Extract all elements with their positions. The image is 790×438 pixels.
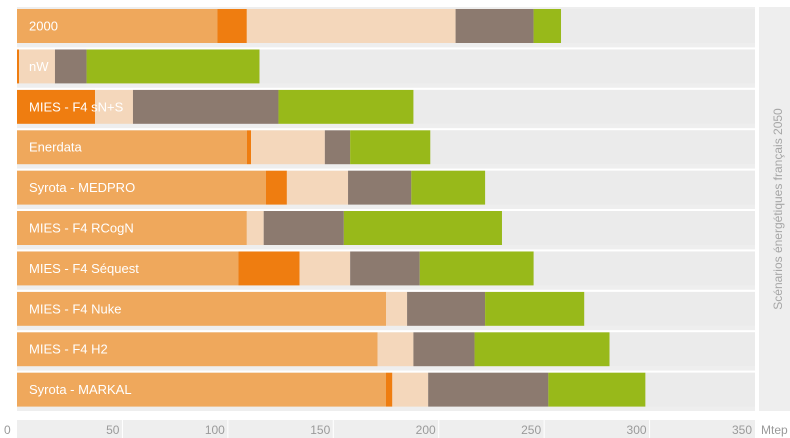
bar-segment-2 bbox=[246, 130, 252, 165]
bar-row: Syrota - MARKAL bbox=[17, 372, 755, 407]
bar-segment-2 bbox=[217, 9, 247, 43]
bar-segment-3 bbox=[377, 332, 414, 367]
bar-segment-2 bbox=[386, 372, 393, 407]
x-tick-label: 100 bbox=[205, 423, 225, 437]
bar-segment-1 bbox=[17, 291, 386, 326]
category-label: MIES - F4 Nuke bbox=[29, 301, 121, 316]
bar-segment-5 bbox=[86, 49, 260, 84]
bar-segment-2 bbox=[17, 49, 20, 84]
category-label: 2000 bbox=[29, 19, 58, 34]
category-label: MIES - F4 Séquest bbox=[29, 261, 139, 276]
bar-segment-4 bbox=[263, 211, 344, 245]
row-divider bbox=[17, 87, 755, 90]
bar-segment-3 bbox=[286, 170, 349, 205]
tick-mark bbox=[227, 420, 229, 438]
category-label: MIES - F4 sN+S bbox=[29, 99, 124, 114]
tick-mark bbox=[543, 420, 545, 438]
bar-segment-4 bbox=[54, 49, 87, 84]
bar-segment-1 bbox=[17, 130, 247, 165]
x-tick-label: 50 bbox=[106, 423, 120, 437]
bar-segment-2 bbox=[17, 89, 96, 124]
bar-segment-1 bbox=[17, 170, 266, 205]
bar-segment-3 bbox=[386, 291, 408, 326]
bar-segment-1 bbox=[17, 211, 247, 245]
row-divider bbox=[17, 209, 755, 211]
bar-segment-1 bbox=[17, 372, 386, 407]
bar-segment-4 bbox=[324, 130, 351, 165]
side-label-panel bbox=[759, 7, 790, 411]
bar-segment-5 bbox=[485, 291, 585, 326]
bar-segment-3 bbox=[299, 251, 351, 286]
scenario-group-label: Scénarios énergétiques français 2050 bbox=[771, 108, 785, 310]
category-label: nW bbox=[29, 59, 49, 74]
bar-row: MIES - F4 Nuke bbox=[17, 291, 755, 326]
bar-row: MIES - F4 sN+S bbox=[17, 89, 755, 124]
row-divider bbox=[17, 168, 755, 171]
bar-segment-5 bbox=[533, 9, 562, 43]
bar-segment-4 bbox=[132, 89, 279, 124]
bar-row: MIES - F4 H2 bbox=[17, 332, 755, 367]
bar-segment-5 bbox=[411, 170, 486, 205]
bar-segment-4 bbox=[428, 372, 549, 407]
bar-segment-4 bbox=[350, 251, 420, 286]
x-tick-label: 300 bbox=[627, 423, 647, 437]
x-axis-label: Mtep bbox=[761, 423, 788, 437]
bar-rows: 2000 nW MIES - F4 sN+S Enerdata Syrota - MED… bbox=[17, 9, 755, 407]
bar-segment-5 bbox=[419, 251, 534, 286]
bar-segment-3 bbox=[246, 211, 264, 245]
bar-segment-1 bbox=[17, 9, 218, 43]
category-label: Syrota - MARKAL bbox=[29, 382, 132, 397]
bar-row: MIES - F4 RCogN bbox=[17, 211, 755, 245]
tick-mark bbox=[649, 420, 651, 438]
tick-mark bbox=[121, 420, 123, 438]
bar-segment-4 bbox=[348, 170, 412, 205]
category-label: Enerdata bbox=[29, 140, 83, 155]
bar-segment-1 bbox=[17, 251, 239, 286]
bar-segment-5 bbox=[278, 89, 414, 124]
bar-segment-3 bbox=[19, 49, 55, 84]
tick-mark bbox=[438, 420, 440, 438]
bar-segment-3 bbox=[95, 89, 133, 124]
bar-row: nW bbox=[17, 49, 755, 84]
row-divider bbox=[17, 249, 755, 252]
row-divider bbox=[17, 289, 755, 292]
bar-row: MIES - F4 Séquest bbox=[17, 251, 755, 286]
bar-segment-4 bbox=[413, 332, 475, 367]
x-axis-band bbox=[17, 420, 755, 438]
bar-segment-4 bbox=[407, 291, 486, 326]
x-axis: 0 50 100 150 200 250 300 350 bbox=[4, 420, 755, 438]
bar-row: 2000 bbox=[17, 9, 755, 43]
bar-segment-5 bbox=[343, 211, 502, 245]
x-tick-label: 250 bbox=[521, 423, 541, 437]
x-tick-label: 200 bbox=[416, 423, 436, 437]
category-label: Syrota - MEDPRO bbox=[29, 180, 135, 195]
bar-row: Enerdata bbox=[17, 130, 755, 165]
bar-segment-1 bbox=[17, 332, 378, 367]
bar-segment-3 bbox=[246, 9, 456, 43]
category-label: MIES - F4 H2 bbox=[29, 342, 108, 357]
bar-segment-5 bbox=[548, 372, 646, 407]
x-tick-label: 150 bbox=[310, 423, 330, 437]
bar-segment-5 bbox=[474, 332, 610, 367]
bar-segment-3 bbox=[251, 130, 325, 165]
x-tick-label: 350 bbox=[732, 423, 752, 437]
row-divider bbox=[17, 47, 755, 50]
category-label: MIES - F4 RCogN bbox=[29, 221, 134, 236]
bar-row: Syrota - MEDPRO bbox=[17, 170, 755, 205]
tick-mark bbox=[332, 420, 334, 438]
x-tick-label: 0 bbox=[4, 423, 11, 437]
bar-segment-2 bbox=[265, 170, 287, 205]
bar-segment-5 bbox=[350, 130, 431, 165]
bar-segment-3 bbox=[392, 372, 429, 407]
bar-segment-2 bbox=[238, 251, 300, 286]
bar-segment-4 bbox=[455, 9, 534, 43]
row-divider bbox=[17, 128, 755, 131]
row-divider bbox=[17, 370, 755, 373]
row-divider bbox=[17, 330, 755, 333]
